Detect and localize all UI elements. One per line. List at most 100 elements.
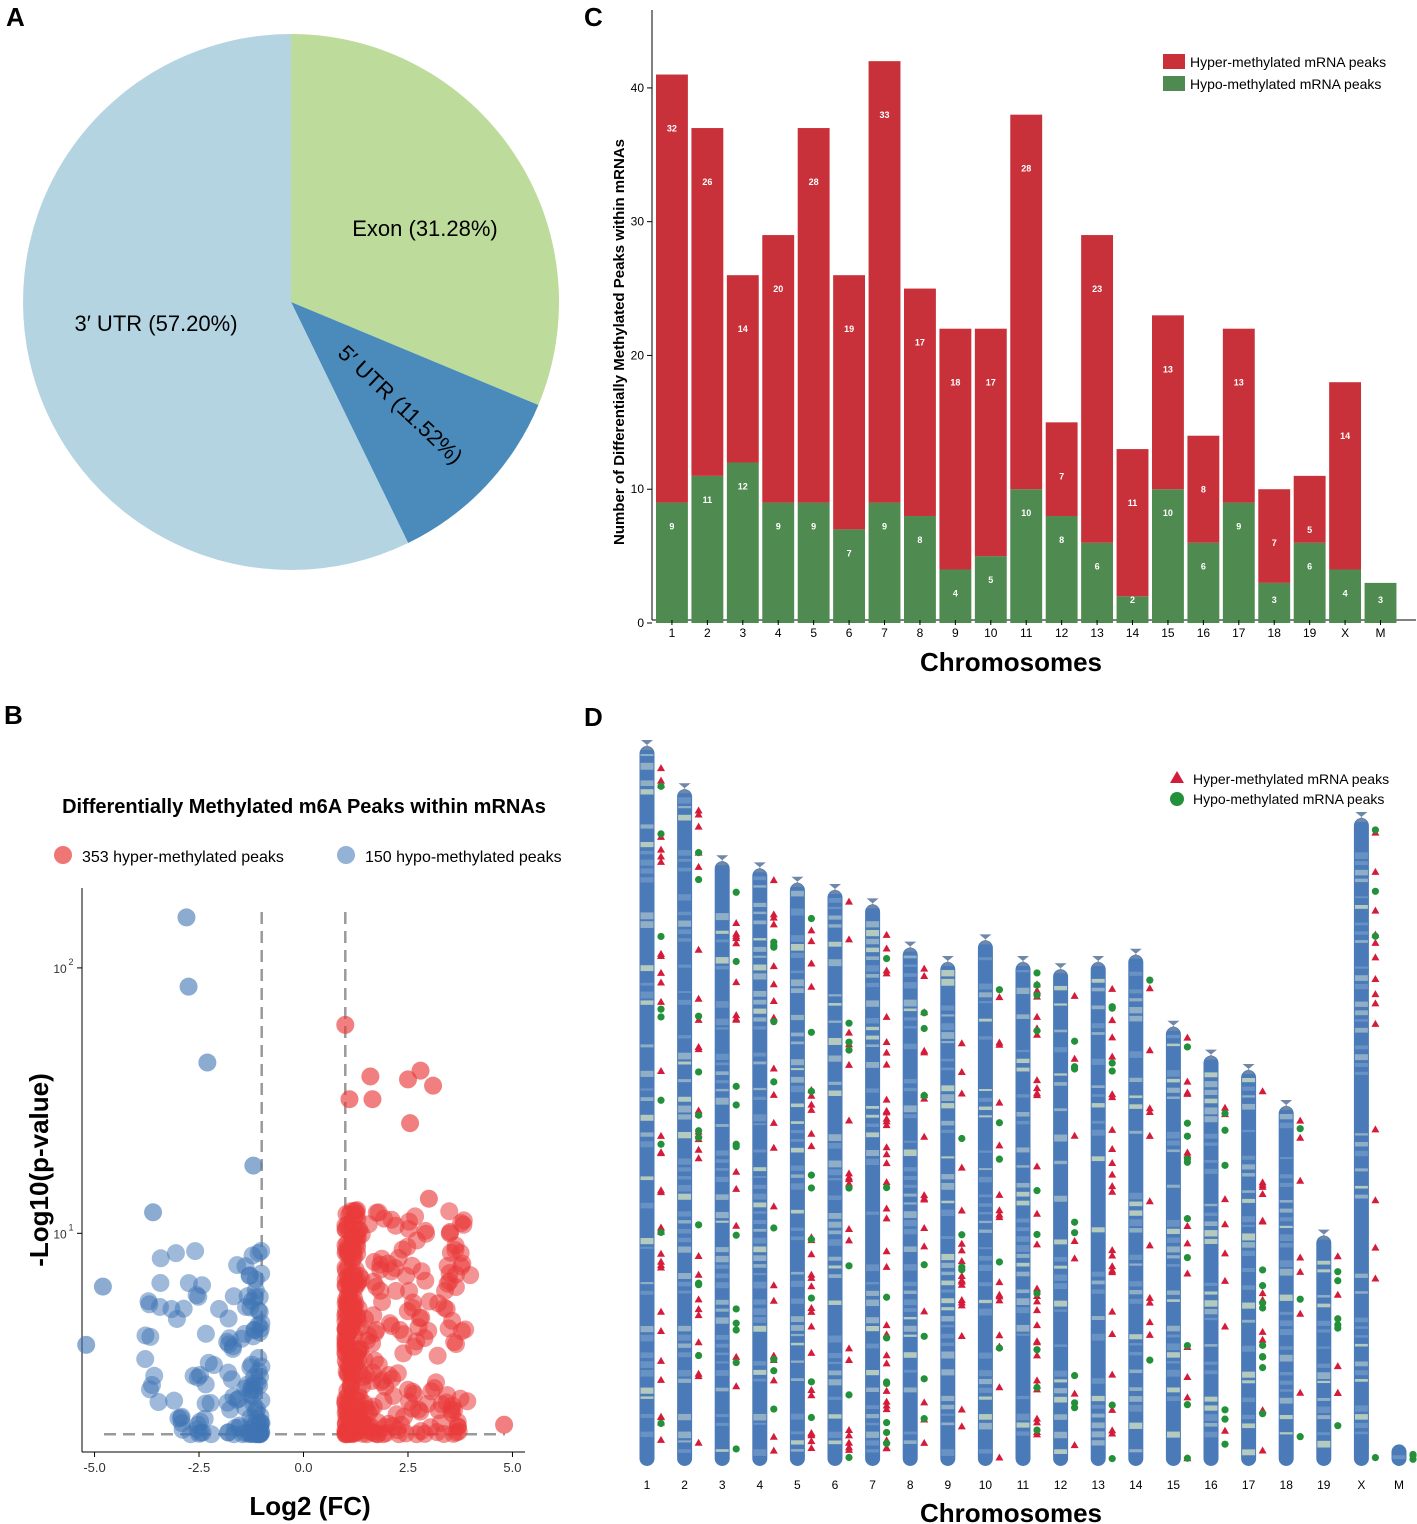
hypo-peak-marker — [1221, 1161, 1229, 1169]
bar-hypo-value-label: 3 — [1272, 595, 1277, 605]
chromosome-band — [941, 1449, 955, 1456]
chromosome-band — [903, 982, 917, 989]
chromosome-band — [1354, 1010, 1368, 1016]
chromosome-band — [715, 1343, 729, 1348]
centromere-marker — [979, 939, 992, 945]
bar-hypo-value-label: 4 — [953, 588, 958, 598]
chromosome-band — [1317, 1372, 1331, 1379]
hypo-peak-marker — [883, 1334, 891, 1342]
hyper-point — [406, 1207, 425, 1226]
chromosome-band — [1354, 1168, 1368, 1172]
chromosome-band — [640, 859, 654, 866]
hyper-peak-marker — [769, 1296, 778, 1304]
hyper-peak-marker — [732, 1011, 741, 1019]
chromosome-band — [1054, 1431, 1068, 1439]
chromosome-band — [1016, 1298, 1030, 1306]
hyper-point — [445, 1333, 464, 1352]
hyper-peak-marker — [845, 1438, 853, 1446]
chromosome-band — [1354, 1335, 1368, 1338]
hyper-point — [338, 1286, 357, 1305]
chromosome-band — [978, 1378, 992, 1385]
centromere-marker — [1242, 1069, 1255, 1074]
hypo-peak-marker — [1409, 1451, 1417, 1460]
hypo-peak-marker — [807, 1087, 816, 1095]
chromosome-band — [866, 974, 880, 978]
hyper-peak-marker — [1033, 1338, 1041, 1346]
hypo-peak-marker — [1033, 1383, 1041, 1392]
chromosome-band — [1204, 1317, 1218, 1321]
bar-hypo-5 — [797, 502, 830, 623]
chromosome-band — [941, 1413, 955, 1416]
hyper-peak-marker — [1258, 1087, 1267, 1095]
chromosome-band — [1166, 1149, 1180, 1153]
chromosome-band — [1091, 1404, 1105, 1409]
hyper-peak-marker — [1145, 1131, 1154, 1139]
hyper-peak-marker — [657, 1223, 665, 1231]
hypo-point — [251, 1319, 270, 1338]
chromosome-band — [866, 1317, 880, 1324]
chromosome-band — [866, 1405, 880, 1410]
hyper-peak-marker — [1033, 1162, 1041, 1170]
chromosome-band — [715, 1387, 729, 1392]
hypo-peak-marker — [995, 1258, 1004, 1266]
chromosome-band — [753, 1237, 767, 1244]
chromosome-band — [715, 1088, 729, 1092]
volcano-y-tick-exponent: 1 — [68, 1222, 73, 1232]
chromosome-band — [941, 1200, 955, 1204]
hyper-peak-marker — [1221, 1276, 1229, 1284]
chromosome-band — [941, 1236, 955, 1240]
chromosome-band — [1016, 1200, 1030, 1206]
chromosome-band — [1354, 1150, 1368, 1157]
chromosome-band — [1279, 1174, 1293, 1179]
hyper-peak-marker — [1108, 1329, 1117, 1337]
hyper-peak-marker — [1371, 953, 1380, 961]
chromosome-band — [640, 1387, 654, 1394]
bar-hypo-value-label: 3 — [1378, 595, 1383, 605]
hypo-peak-marker — [770, 942, 778, 950]
chromosome-band — [1242, 1319, 1256, 1323]
hyper-peak-marker — [1145, 984, 1154, 992]
hyper-point — [369, 1355, 388, 1374]
bar-hyper-19 — [1293, 475, 1326, 543]
hyper-peak-marker — [657, 764, 665, 772]
bar-x-tick-label: 6 — [846, 626, 853, 640]
hyper-peak-marker — [845, 1344, 853, 1352]
hyper-peak-marker — [1296, 1309, 1305, 1317]
hyper-point — [388, 1364, 407, 1383]
chromosome-band — [715, 1001, 729, 1008]
chromosome-band — [1354, 1343, 1368, 1347]
chromosome-band — [1317, 1260, 1331, 1265]
chromosome-band — [866, 1387, 880, 1393]
hyper-point — [431, 1414, 450, 1433]
chromosome-band — [753, 938, 767, 941]
hyper-peak-marker — [845, 1060, 853, 1068]
chromosome-band — [1091, 1431, 1105, 1438]
hypo-peak-marker — [1296, 1433, 1304, 1441]
chromosome-band — [1354, 852, 1368, 859]
hypo-peak-marker — [1183, 1132, 1191, 1140]
hyper-peak-marker — [920, 1048, 929, 1056]
chromosome-band — [1166, 1078, 1180, 1083]
hypo-point — [151, 1273, 170, 1292]
hyper-peak-marker — [995, 1331, 1004, 1339]
chromosome-band — [1016, 1182, 1030, 1188]
hyper-peak-marker — [882, 1037, 891, 1045]
hyper-peak-marker — [995, 1038, 1004, 1046]
chromosome-band — [903, 1043, 917, 1050]
chromosome-band — [753, 885, 767, 888]
ideogram-x-tick-label: 5 — [794, 1478, 801, 1492]
hyper-outlier-point — [440, 1224, 459, 1243]
chromosome-band — [1054, 1195, 1068, 1202]
chromosome-band — [941, 1040, 955, 1044]
chromosome-band — [753, 1299, 767, 1305]
hyper-peak-marker — [920, 1242, 929, 1250]
hyper-peak-marker — [807, 1091, 816, 1099]
chromosome-band — [715, 1352, 729, 1356]
hypo-peak-marker — [1071, 1065, 1079, 1073]
chromosome-band — [753, 1246, 767, 1253]
chromosome-band — [978, 1036, 992, 1040]
chromosome-band — [1242, 1216, 1256, 1223]
chromosome-band — [1279, 1311, 1293, 1315]
chromosome-band — [1317, 1380, 1331, 1384]
chromosome-band — [753, 1087, 767, 1091]
